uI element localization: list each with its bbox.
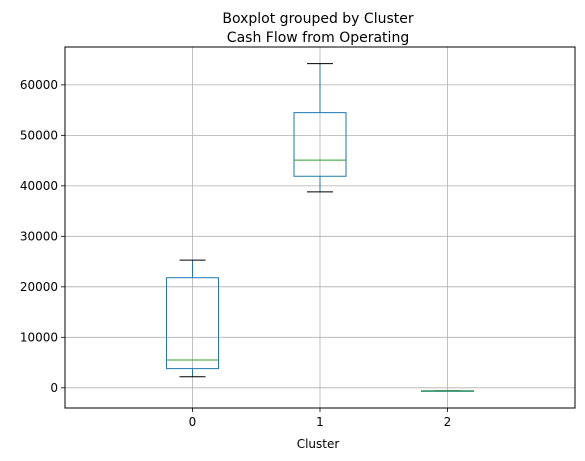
- x-tick-label: 2: [444, 415, 452, 429]
- iqr-box: [166, 277, 219, 370]
- x-axis: 0 1 2: [189, 408, 452, 429]
- y-tick-label: 30000: [20, 229, 58, 243]
- chart-suptitle: Boxplot grouped by Cluster: [222, 11, 413, 27]
- y-tick-label: 10000: [20, 330, 58, 344]
- box-cluster-2: [421, 390, 474, 392]
- y-axis: 0 10000 20000 30000 40000 50000 60000: [20, 78, 65, 395]
- box-cluster-0: [166, 259, 219, 378]
- box-series: [166, 63, 474, 392]
- x-tick-label: 0: [189, 415, 197, 429]
- chart-title: Cash Flow from Operating: [227, 30, 409, 46]
- iqr-box: [293, 112, 347, 177]
- y-tick-label: 60000: [20, 78, 58, 92]
- box-cluster-1: [293, 63, 347, 193]
- x-axis-label: Cluster: [297, 437, 340, 451]
- y-tick-label: 40000: [20, 179, 58, 193]
- y-tick-label: 50000: [20, 128, 58, 142]
- y-tick-label: 20000: [20, 280, 58, 294]
- x-tick-label: 1: [316, 415, 324, 429]
- y-tick-label: 0: [50, 381, 58, 395]
